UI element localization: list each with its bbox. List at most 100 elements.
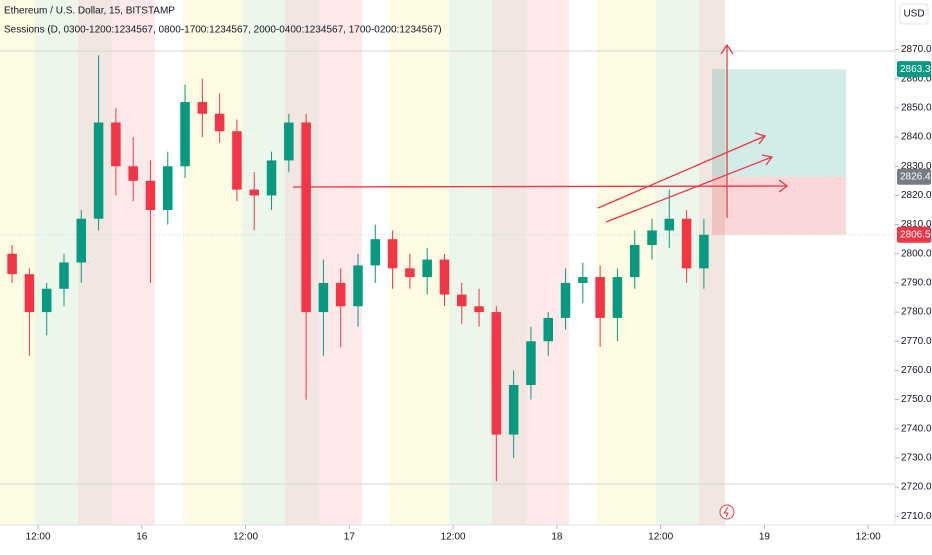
y-tick-label: 2740.0: [901, 423, 932, 434]
candle-body: [578, 277, 588, 283]
candles: [7, 55, 709, 482]
session-band: [492, 0, 526, 525]
session-band: [0, 0, 35, 525]
candle-body: [163, 166, 173, 210]
arrow-head: [720, 43, 734, 55]
currency[interactable]: USD: [903, 9, 924, 20]
y-tick-label: 2750.0: [901, 394, 932, 405]
candle-body: [24, 274, 35, 313]
x-tick-label: 16: [136, 532, 148, 543]
x-tick-label: 12:00: [856, 532, 881, 543]
candle-body: [474, 306, 484, 313]
price-tag: [897, 61, 931, 78]
candle-body: [422, 259, 432, 278]
candle-body: [128, 166, 138, 181]
y-tick-label: 2800.0: [901, 248, 932, 259]
y-tick-label: 2850.0: [901, 103, 932, 114]
session-bands: [0, 0, 725, 525]
candle-body: [318, 282, 329, 313]
candle-body: [284, 122, 294, 161]
session-band: [183, 0, 242, 525]
x-tick-label: 19: [759, 532, 771, 543]
x-tick-label: 12:00: [26, 532, 51, 543]
candle-body: [232, 131, 242, 190]
session-band: [526, 0, 569, 525]
y-tick-label: 2780.0: [901, 307, 932, 318]
candle-body: [457, 294, 467, 307]
session-band: [35, 0, 78, 525]
candle-body: [647, 230, 657, 245]
price-tag-label: 2826.4: [900, 171, 931, 182]
x-tick-label: 18: [551, 532, 563, 543]
alert-bolt: [723, 506, 729, 518]
ray: [597, 135, 766, 209]
y-tick-label: 2760.0: [901, 365, 932, 376]
alert-icon[interactable]: [719, 504, 735, 520]
price-tag: [897, 168, 931, 185]
candle-body: [629, 245, 640, 278]
y-tick-label: 2710.0: [901, 511, 932, 522]
candle-body: [93, 122, 104, 219]
candle-body: [595, 277, 605, 318]
y-tick-label: 2870.0: [901, 44, 932, 55]
indicator-label: Sessions (D, 0300-1200:1234567, 0800-170…: [4, 25, 442, 36]
candle-body: [197, 102, 208, 114]
y-tick-label: 2810.0: [901, 219, 932, 230]
candle-body: [41, 288, 52, 313]
candle-body: [543, 317, 553, 342]
price-tag: [897, 226, 931, 243]
x-tick-label: 12:00: [233, 532, 258, 543]
price-tag-label: 2863.3: [900, 64, 931, 75]
candle-body: [180, 102, 190, 167]
candle-body: [335, 282, 346, 307]
x-tick-label: 17: [344, 532, 356, 543]
candle-body: [405, 268, 415, 278]
session-band: [112, 0, 155, 525]
y-tick-label: 2830.0: [901, 161, 932, 172]
session-band: [242, 0, 285, 525]
candle-body: [508, 385, 519, 435]
candle-body: [59, 262, 69, 289]
session-band: [656, 0, 699, 525]
arrow-head: [761, 154, 774, 166]
axes: 2710.0 2720.0 2730.0 2740.0 2750.0 2760.0 2770…: [26, 44, 932, 542]
currency-box[interactable]: [899, 3, 929, 25]
y-tick-label: 2820.0: [901, 190, 932, 201]
candle-body: [387, 239, 398, 269]
y-tick-label: 2790.0: [901, 278, 932, 289]
ray: [292, 185, 788, 188]
candle-body: [699, 234, 709, 269]
y-tick-label: 2770.0: [901, 336, 932, 347]
candle-body: [612, 277, 623, 318]
candle-body: [370, 239, 381, 266]
candle-body: [491, 312, 502, 435]
take-profit-zone: [712, 69, 846, 177]
candle-body: [111, 122, 121, 167]
candle-body: [526, 341, 536, 385]
candle-body: [249, 189, 259, 196]
x-tick-label: 12:00: [441, 532, 466, 543]
candle-body: [439, 259, 450, 295]
candle-body: [560, 282, 571, 318]
y-tick-label: 2840.0: [901, 132, 932, 143]
ray: [605, 156, 773, 223]
y-tick-label: 2860.0: [901, 73, 932, 84]
session-band: [319, 0, 362, 525]
arrow-head: [754, 132, 767, 145]
candle-body: [664, 218, 675, 231]
session-band: [597, 0, 656, 525]
arrow-head: [778, 179, 789, 193]
x-tick-label: 12:00: [648, 532, 673, 543]
candle-body: [214, 113, 225, 132]
candle-body: [301, 122, 311, 313]
price-tag-label: 2806.5: [900, 229, 931, 240]
candle-body: [145, 180, 156, 210]
candle-body: [76, 218, 87, 263]
candle-body: [681, 218, 692, 269]
session-band: [449, 0, 492, 525]
candle-body: [7, 253, 17, 275]
y-tick-label: 2720.0: [901, 482, 932, 493]
candle-body: [266, 160, 277, 196]
chart-title: Ethereum / U.S. Dollar, 15, BITSTAMP: [4, 6, 175, 17]
